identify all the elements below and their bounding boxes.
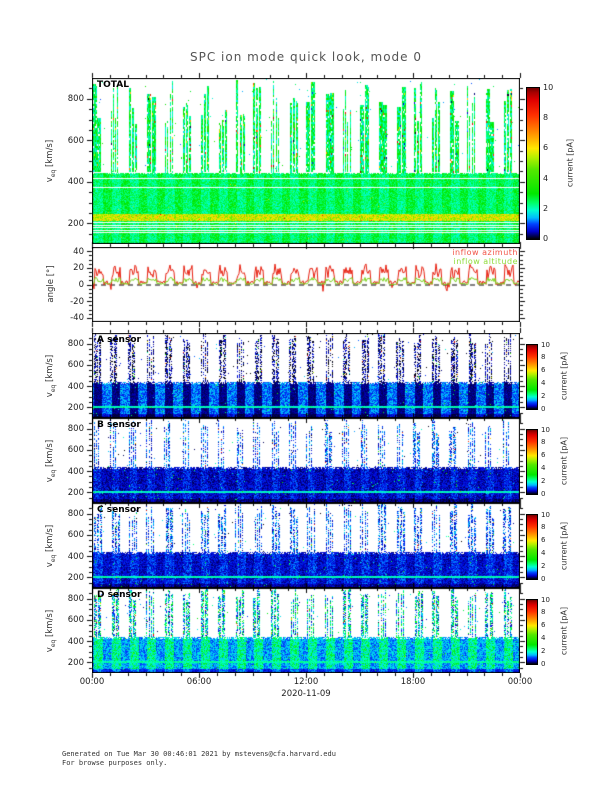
velocity-axis-title-part: v bbox=[45, 391, 56, 397]
velocity-axis-title-part: [km/s] bbox=[45, 354, 56, 385]
velocity-axis-title-part: eq bbox=[49, 554, 57, 562]
colorbar-tick-label: 6 bbox=[541, 451, 546, 460]
y-tick-label: 800 bbox=[67, 594, 84, 605]
velocity-axis-title-part: [km/s] bbox=[45, 139, 56, 170]
x-tick-label: 00:00 bbox=[79, 677, 105, 687]
y-tick-label: 800 bbox=[67, 509, 84, 520]
angle-tick-label: 0 bbox=[78, 280, 84, 290]
colorbar-tick-label: 8 bbox=[541, 438, 546, 447]
velocity-axis-title-part: eq bbox=[49, 169, 57, 178]
colorbar-tick-label: 0 bbox=[541, 489, 546, 498]
panel-label-c-sensor: C sensor bbox=[97, 505, 141, 515]
velocity-axis-title-part: [km/s] bbox=[45, 439, 56, 470]
colorbar-tick-label: 10 bbox=[541, 510, 550, 519]
angle-tick-label: -20 bbox=[70, 296, 84, 307]
colorbar-tick-label: 8 bbox=[541, 353, 546, 362]
x-tick-label: 06:00 bbox=[186, 677, 212, 687]
x-axis-date-label: 2020-11-09 bbox=[281, 689, 331, 699]
spectrogram-sensor-b bbox=[92, 418, 520, 503]
velocity-axis-title: veq [km/s] bbox=[45, 140, 57, 182]
velocity-axis-title-part: v bbox=[45, 646, 56, 652]
colorbar-title: current [pA] bbox=[565, 138, 575, 187]
colorbar-tick-label: 2 bbox=[541, 391, 546, 400]
colorbar-tick-label: 8 bbox=[543, 113, 549, 123]
angle-tick-label: 40 bbox=[73, 246, 84, 257]
page-title: SPC ion mode quick look, mode 0 bbox=[190, 50, 422, 64]
colorbar-tick-label: 6 bbox=[543, 143, 549, 153]
velocity-axis-title-part: eq bbox=[49, 639, 57, 647]
y-tick-label: 800 bbox=[67, 424, 84, 435]
colorbar-tick-label: 10 bbox=[541, 340, 550, 349]
colorbar bbox=[526, 87, 540, 240]
spectrogram-total bbox=[92, 78, 520, 244]
colorbar-tick-label: 2 bbox=[541, 476, 546, 485]
angle-tick-label: -40 bbox=[70, 313, 84, 324]
colorbar-tick-label: 2 bbox=[541, 561, 546, 570]
velocity-axis-title-part: v bbox=[45, 561, 56, 567]
velocity-axis-title: veq [km/s] bbox=[45, 354, 57, 396]
velocity-axis-title-part: eq bbox=[49, 469, 57, 477]
velocity-axis-title: veq [km/s] bbox=[45, 609, 57, 651]
colorbar-tick-label: 4 bbox=[541, 378, 546, 387]
y-tick-label: 200 bbox=[67, 657, 84, 668]
colorbar-tick-label: 6 bbox=[541, 366, 546, 375]
colorbar-tick-label: 0 bbox=[541, 574, 546, 583]
spectrogram-sensor-c bbox=[92, 503, 520, 588]
y-tick-label: 200 bbox=[67, 218, 84, 229]
panel-label-a-sensor: A sensor bbox=[97, 335, 141, 345]
colorbar-tick-label: 4 bbox=[541, 633, 546, 642]
footer-generated-line: Generated on Tue Mar 30 00:46:01 2021 by… bbox=[62, 750, 336, 758]
colorbar bbox=[526, 514, 538, 580]
spectrogram-sensor-a bbox=[92, 333, 520, 418]
colorbar-title: current [pA] bbox=[559, 351, 569, 401]
y-tick-label: 200 bbox=[67, 572, 84, 583]
colorbar bbox=[526, 344, 538, 410]
footer-purpose-line: For browse purposes only. bbox=[62, 759, 168, 767]
velocity-axis-title-part: eq bbox=[49, 384, 57, 392]
colorbar bbox=[526, 599, 538, 665]
velocity-axis-title-part: v bbox=[45, 177, 56, 183]
x-tick-label: 00:00 bbox=[507, 677, 533, 687]
colorbar-tick-label: 2 bbox=[541, 646, 546, 655]
y-tick-label: 200 bbox=[67, 402, 84, 413]
colorbar-title: current [pA] bbox=[559, 436, 569, 486]
spectrogram-sensor-d bbox=[92, 588, 520, 673]
velocity-axis-title: veq [km/s] bbox=[45, 439, 57, 481]
colorbar-tick-label: 4 bbox=[541, 463, 546, 472]
velocity-axis-title-part: v bbox=[45, 476, 56, 482]
x-tick-label: 18:00 bbox=[400, 677, 426, 687]
colorbar-tick-label: 8 bbox=[541, 608, 546, 617]
colorbar-title: current [pA] bbox=[559, 606, 569, 656]
colorbar-tick-label: 10 bbox=[543, 83, 554, 92]
colorbar-tick-label: 6 bbox=[541, 536, 546, 545]
velocity-axis-title: veq [km/s] bbox=[45, 524, 57, 566]
colorbar-title: current [pA] bbox=[559, 521, 569, 571]
panel-label-total: TOTAL bbox=[97, 80, 129, 90]
colorbar-tick-label: 2 bbox=[543, 203, 549, 213]
velocity-axis-title-part: [km/s] bbox=[45, 524, 56, 555]
colorbar-tick-label: 10 bbox=[541, 425, 550, 434]
colorbar-tick-label: 8 bbox=[541, 523, 546, 532]
colorbar-tick-label: 4 bbox=[543, 173, 549, 183]
y-tick-label: 800 bbox=[67, 339, 84, 350]
panel-label-b-sensor: B sensor bbox=[97, 420, 141, 430]
colorbar bbox=[526, 429, 538, 495]
panel-label-d-sensor: D sensor bbox=[97, 590, 142, 600]
y-tick-label: 200 bbox=[67, 487, 84, 498]
colorbar-tick-label: 0 bbox=[541, 404, 546, 413]
colorbar-tick-label: 0 bbox=[541, 659, 546, 668]
x-tick-label: 12:00 bbox=[293, 677, 319, 687]
legend-inflow-altitude: inflow altitude bbox=[453, 256, 518, 266]
colorbar-tick-label: 4 bbox=[541, 548, 546, 557]
y-tick-label: 800 bbox=[67, 94, 84, 105]
colorbar-tick-label: 10 bbox=[541, 595, 550, 604]
colorbar-tick-label: 6 bbox=[541, 621, 546, 630]
angle-tick-label: 20 bbox=[73, 263, 84, 274]
colorbar-tick-label: 0 bbox=[543, 234, 549, 243]
velocity-axis-title-part: [km/s] bbox=[45, 609, 56, 640]
